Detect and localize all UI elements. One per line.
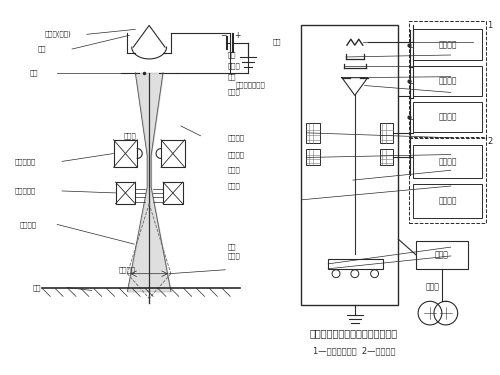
Text: 磁偏转线圈: 磁偏转线圈 — [15, 188, 36, 195]
Bar — [413, 102, 482, 132]
Bar — [161, 140, 184, 167]
Bar — [413, 29, 482, 60]
Text: 偏转线圈: 偏转线圈 — [228, 151, 245, 157]
Bar — [413, 145, 482, 178]
Text: 电子束加速电压: 电子束加速电压 — [235, 81, 265, 88]
Text: 阴极: 阴极 — [228, 51, 236, 58]
Text: 电子束: 电子束 — [124, 132, 136, 139]
Bar — [409, 137, 486, 224]
Text: 阳极: 阳极 — [228, 74, 236, 80]
Bar — [413, 66, 482, 96]
Text: 真空电子束焊接设备的组成示意图: 真空电子束焊接设备的组成示意图 — [310, 328, 398, 338]
Text: 高压电源: 高压电源 — [438, 40, 457, 49]
Text: 真空室: 真空室 — [228, 182, 240, 189]
Text: 机械泵: 机械泵 — [426, 282, 440, 291]
Bar — [328, 259, 382, 269]
Bar — [416, 241, 468, 269]
Text: 1: 1 — [488, 21, 492, 30]
Bar — [302, 26, 398, 305]
Text: 焦点范围: 焦点范围 — [119, 266, 136, 273]
Text: 偏转电源: 偏转电源 — [438, 157, 457, 166]
Text: 2: 2 — [488, 137, 492, 146]
Text: 聚束极: 聚束极 — [228, 62, 240, 69]
Bar — [380, 148, 394, 165]
Bar — [116, 182, 136, 204]
Bar — [306, 123, 320, 142]
Text: 电子枪: 电子枪 — [228, 89, 240, 96]
Bar — [163, 182, 183, 204]
Text: 轰击电源: 轰击电源 — [438, 76, 457, 86]
Text: 焊件: 焊件 — [228, 243, 236, 250]
Text: 焊接台: 焊接台 — [228, 252, 240, 259]
Text: 聚焦线圈: 聚焦线圈 — [228, 134, 245, 141]
Text: 扩散泵: 扩散泵 — [435, 251, 449, 260]
Text: 灯丝: 灯丝 — [272, 38, 281, 45]
Text: −: − — [220, 31, 226, 40]
Text: 聚焦电源: 聚焦电源 — [438, 196, 457, 205]
Bar — [413, 184, 482, 218]
Text: 工件: 工件 — [32, 285, 41, 291]
Text: 发射极(阴极): 发射极(阴极) — [45, 31, 72, 38]
Text: 磁聚焦透镜: 磁聚焦透镜 — [15, 158, 36, 165]
Bar — [306, 148, 320, 165]
Bar — [114, 140, 138, 167]
Text: 1—高压电源系统  2—控制系统: 1—高压电源系统 2—控制系统 — [312, 346, 395, 355]
Text: +: + — [234, 31, 240, 40]
Text: 偏转能力: 偏转能力 — [20, 221, 37, 228]
Text: 阳极: 阳极 — [30, 70, 38, 76]
Bar — [380, 123, 394, 142]
Text: 栅极: 栅极 — [38, 46, 46, 52]
Text: 电子束: 电子束 — [228, 166, 240, 173]
Text: 灯丝电源: 灯丝电源 — [438, 112, 457, 122]
Bar — [409, 21, 486, 138]
